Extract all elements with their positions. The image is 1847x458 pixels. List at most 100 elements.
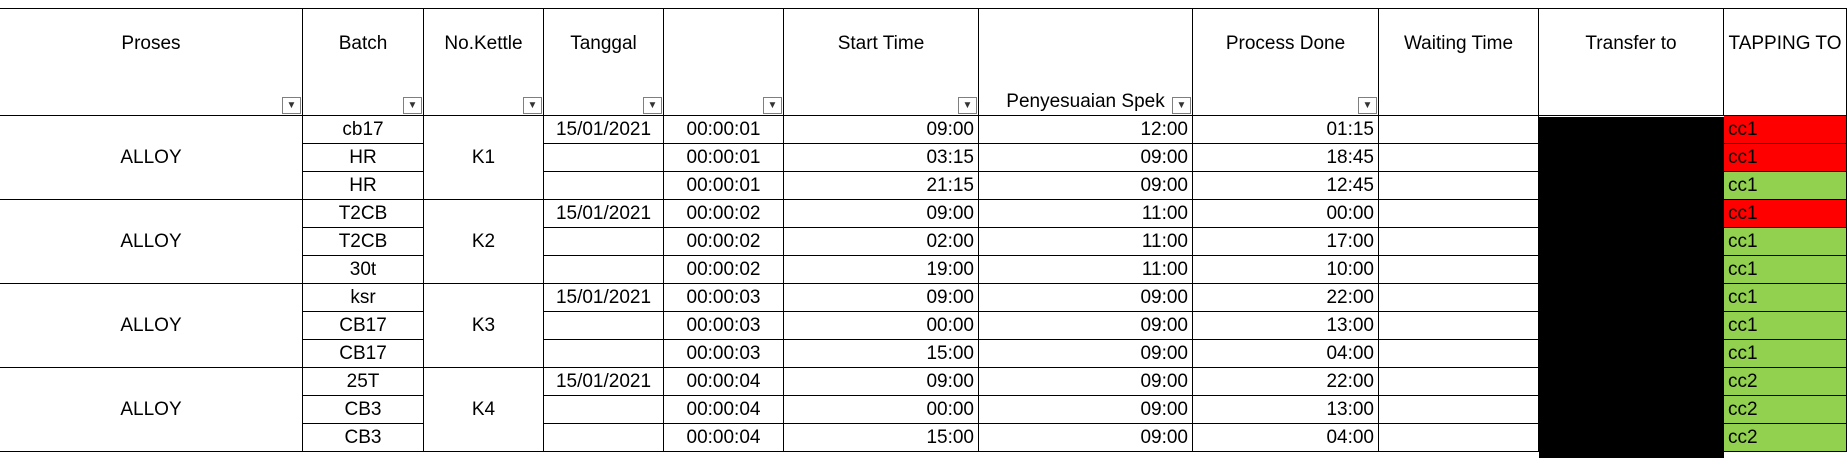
filter-dropdown-icon[interactable]: ▼ xyxy=(763,97,782,114)
start-time-cell[interactable]: 00:00 xyxy=(784,312,979,340)
penyesuaian-spek-cell[interactable]: 09:00 xyxy=(979,312,1193,340)
batch-cell[interactable]: CB3 xyxy=(303,424,424,452)
process-done-cell[interactable]: 12:45 xyxy=(1193,172,1379,200)
batch-cell[interactable]: HR xyxy=(303,144,424,172)
waiting-time-cell[interactable] xyxy=(1379,228,1539,256)
process-done-cell[interactable]: 17:00 xyxy=(1193,228,1379,256)
penyesuaian-spek-cell[interactable]: 11:00 xyxy=(979,256,1193,284)
start-time-cell[interactable]: 09:00 xyxy=(784,200,979,228)
batch-cell[interactable]: 30t xyxy=(303,256,424,284)
tanggal-cell[interactable] xyxy=(544,424,664,452)
penyesuaian-spek-cell[interactable]: 12:00 xyxy=(979,116,1193,144)
duration-cell[interactable]: 00:00:03 xyxy=(664,340,784,368)
tanggal-cell[interactable] xyxy=(544,172,664,200)
header-proses[interactable]: Proses xyxy=(0,8,303,116)
header-penyesuaian[interactable]: Penyesuaian Spek xyxy=(979,8,1193,116)
penyesuaian-spek-cell[interactable]: 09:00 xyxy=(979,284,1193,312)
tapping-to-cell[interactable]: cc1 xyxy=(1724,144,1847,172)
tanggal-cell[interactable] xyxy=(544,396,664,424)
start-time-cell[interactable]: 02:00 xyxy=(784,228,979,256)
filter-dropdown-icon[interactable]: ▼ xyxy=(523,97,542,114)
tapping-to-cell[interactable]: cc2 xyxy=(1724,396,1847,424)
start-time-cell[interactable]: 15:00 xyxy=(784,340,979,368)
header-batch[interactable]: Batch xyxy=(303,8,424,116)
waiting-time-cell[interactable] xyxy=(1379,116,1539,144)
process-done-cell[interactable]: 22:00 xyxy=(1193,368,1379,396)
penyesuaian-spek-cell[interactable]: 09:00 xyxy=(979,424,1193,452)
batch-cell[interactable]: T2CB xyxy=(303,228,424,256)
tanggal-cell[interactable] xyxy=(544,228,664,256)
tapping-to-cell[interactable]: cc1 xyxy=(1724,172,1847,200)
tanggal-cell[interactable] xyxy=(544,312,664,340)
duration-cell[interactable]: 00:00:02 xyxy=(664,256,784,284)
start-time-cell[interactable]: 03:15 xyxy=(784,144,979,172)
waiting-time-cell[interactable] xyxy=(1379,284,1539,312)
duration-cell[interactable]: 00:00:04 xyxy=(664,424,784,452)
duration-cell[interactable]: 00:00:01 xyxy=(664,172,784,200)
batch-cell[interactable]: cb17 xyxy=(303,116,424,144)
batch-cell[interactable]: CB3 xyxy=(303,396,424,424)
batch-cell[interactable]: CB17 xyxy=(303,340,424,368)
header-tanggal[interactable]: Tanggal xyxy=(544,8,664,116)
filter-dropdown-icon[interactable]: ▼ xyxy=(643,97,662,114)
proses-cell[interactable]: ALLOY xyxy=(0,368,303,452)
header-kettle[interactable]: No.Kettle xyxy=(424,8,544,116)
batch-cell[interactable]: 25T xyxy=(303,368,424,396)
tapping-to-cell[interactable]: cc1 xyxy=(1724,228,1847,256)
filter-dropdown-icon[interactable]: ▼ xyxy=(1172,97,1191,114)
penyesuaian-spek-cell[interactable]: 09:00 xyxy=(979,172,1193,200)
start-time-cell[interactable]: 09:00 xyxy=(784,284,979,312)
tapping-to-cell[interactable]: cc1 xyxy=(1724,256,1847,284)
kettle-cell[interactable]: K3 xyxy=(424,284,544,368)
process-done-cell[interactable]: 13:00 xyxy=(1193,396,1379,424)
header-waiting-time[interactable]: Waiting Time xyxy=(1379,8,1539,116)
waiting-time-cell[interactable] xyxy=(1379,396,1539,424)
waiting-time-cell[interactable] xyxy=(1379,144,1539,172)
duration-cell[interactable]: 00:00:03 xyxy=(664,284,784,312)
tapping-to-cell[interactable]: cc2 xyxy=(1724,368,1847,396)
tanggal-cell[interactable]: 15/01/2021 xyxy=(544,116,664,144)
tapping-to-cell[interactable]: cc1 xyxy=(1724,284,1847,312)
process-done-cell[interactable]: 01:15 xyxy=(1193,116,1379,144)
header-start-time[interactable]: Start Time xyxy=(784,8,979,116)
penyesuaian-spek-cell[interactable]: 11:00 xyxy=(979,200,1193,228)
penyesuaian-spek-cell[interactable]: 09:00 xyxy=(979,396,1193,424)
start-time-cell[interactable]: 15:00 xyxy=(784,424,979,452)
start-time-cell[interactable]: 19:00 xyxy=(784,256,979,284)
penyesuaian-spek-cell[interactable]: 09:00 xyxy=(979,368,1193,396)
process-done-cell[interactable]: 22:00 xyxy=(1193,284,1379,312)
batch-cell[interactable]: HR xyxy=(303,172,424,200)
duration-cell[interactable]: 00:00:01 xyxy=(664,116,784,144)
tapping-to-cell[interactable]: cc1 xyxy=(1724,200,1847,228)
filter-dropdown-icon[interactable]: ▼ xyxy=(403,97,422,114)
batch-cell[interactable]: ksr xyxy=(303,284,424,312)
batch-cell[interactable]: T2CB xyxy=(303,200,424,228)
waiting-time-cell[interactable] xyxy=(1379,256,1539,284)
tanggal-cell[interactable]: 15/01/2021 xyxy=(544,284,664,312)
process-done-cell[interactable]: 04:00 xyxy=(1193,340,1379,368)
waiting-time-cell[interactable] xyxy=(1379,172,1539,200)
kettle-cell[interactable]: K2 xyxy=(424,200,544,284)
start-time-cell[interactable]: 09:00 xyxy=(784,368,979,396)
tanggal-cell[interactable] xyxy=(544,144,664,172)
start-time-cell[interactable]: 09:00 xyxy=(784,116,979,144)
waiting-time-cell[interactable] xyxy=(1379,312,1539,340)
tapping-to-cell[interactable]: cc2 xyxy=(1724,424,1847,452)
process-done-cell[interactable]: 10:00 xyxy=(1193,256,1379,284)
duration-cell[interactable]: 00:00:04 xyxy=(664,396,784,424)
header-process-done[interactable]: Process Done xyxy=(1193,8,1379,116)
duration-cell[interactable]: 00:00:04 xyxy=(664,368,784,396)
duration-cell[interactable]: 00:00:02 xyxy=(664,228,784,256)
header-transfer-to[interactable]: Transfer to xyxy=(1539,8,1724,116)
tanggal-cell[interactable] xyxy=(544,340,664,368)
process-done-cell[interactable]: 04:00 xyxy=(1193,424,1379,452)
waiting-time-cell[interactable] xyxy=(1379,200,1539,228)
header-blank[interactable] xyxy=(664,8,784,116)
filter-dropdown-icon[interactable]: ▼ xyxy=(282,97,301,114)
penyesuaian-spek-cell[interactable]: 09:00 xyxy=(979,144,1193,172)
tanggal-cell[interactable] xyxy=(544,256,664,284)
waiting-time-cell[interactable] xyxy=(1379,368,1539,396)
start-time-cell[interactable]: 00:00 xyxy=(784,396,979,424)
waiting-time-cell[interactable] xyxy=(1379,340,1539,368)
penyesuaian-spek-cell[interactable]: 11:00 xyxy=(979,228,1193,256)
